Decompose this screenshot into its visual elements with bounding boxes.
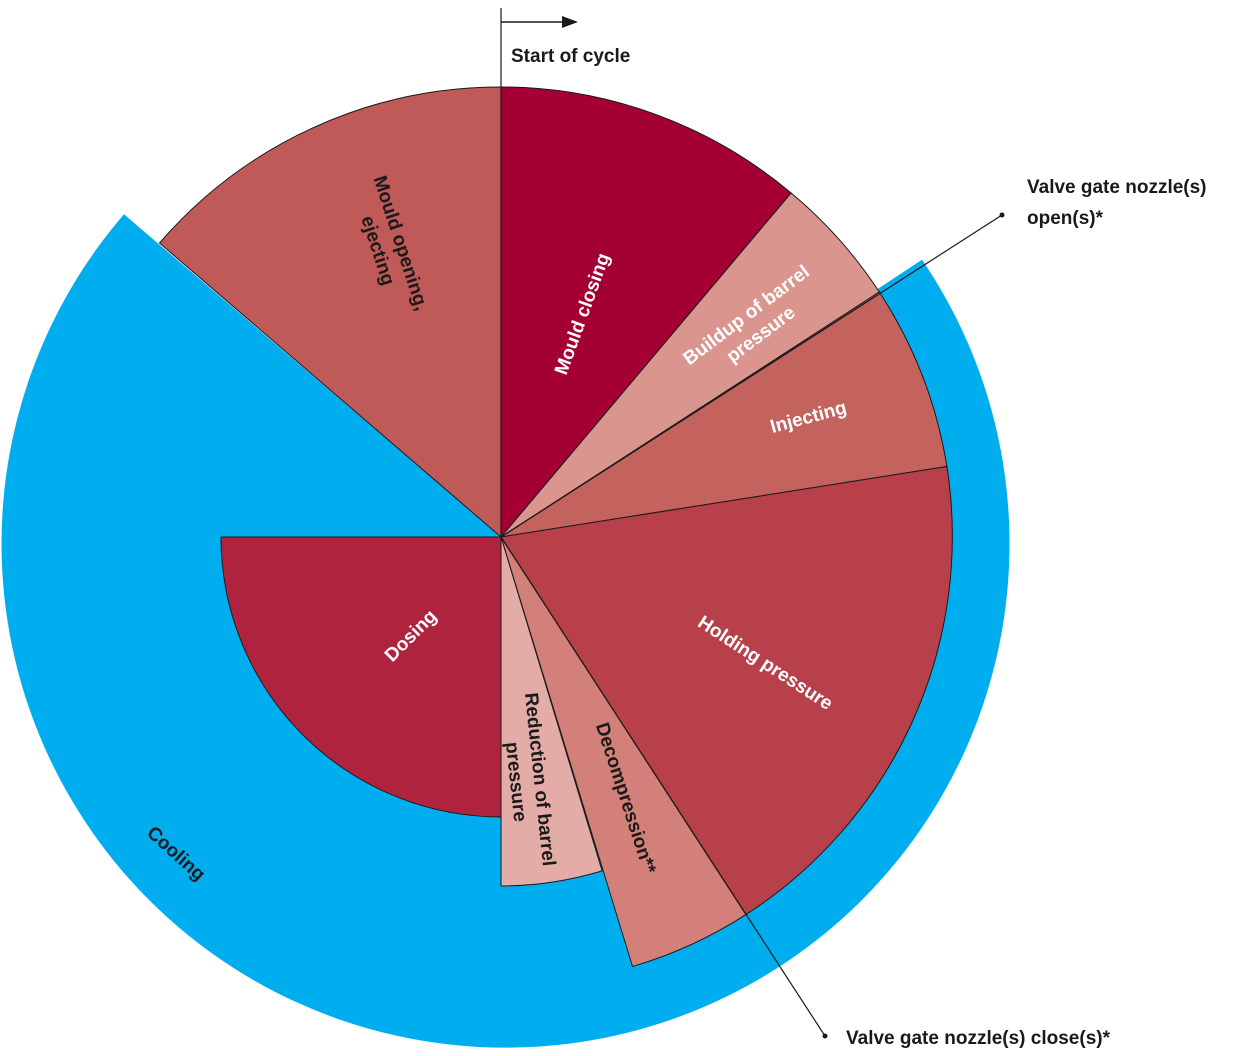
mould-opening-segment <box>158 86 502 539</box>
valve-open-dot-icon <box>999 212 1005 218</box>
valve-open-pointer <box>500 214 1003 538</box>
holding-pressure-segment <box>500 465 953 916</box>
mould-closing-segment <box>500 86 792 539</box>
dosing-outer-segment <box>220 536 502 818</box>
reduction-segment <box>500 536 603 887</box>
valve-close-pointer <box>500 536 826 1037</box>
valve-close-dot-icon <box>822 1033 828 1039</box>
valve-close-label: Valve gate nozzle(s) close(s)* <box>846 1028 1111 1049</box>
start-of-cycle-label: Start of cycle <box>511 46 630 67</box>
valve-open-label-1: Valve gate nozzle(s) <box>1027 177 1207 198</box>
valve-open-label-2: open(s)* <box>1027 208 1104 229</box>
injecting-segment <box>500 291 948 538</box>
start-arrow-icon <box>562 16 578 28</box>
